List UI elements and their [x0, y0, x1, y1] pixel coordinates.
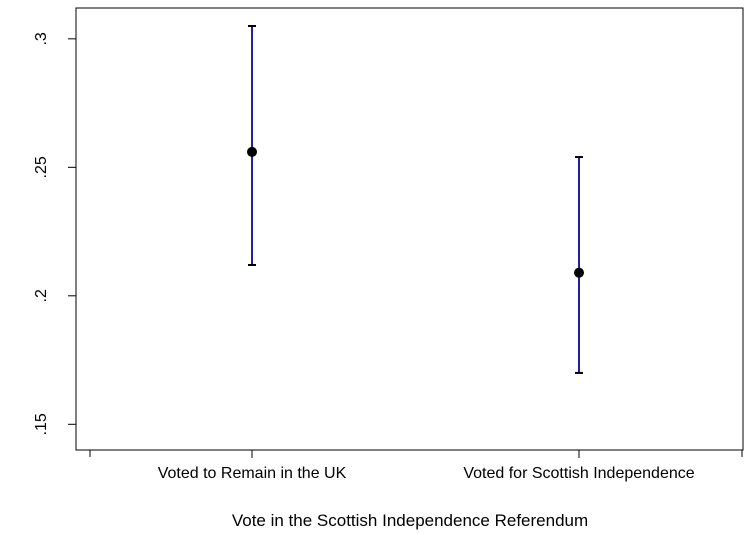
y-tick-label-4: .3: [33, 32, 50, 45]
errorbar-1: [247, 24, 257, 266]
plot-frame: [75, 7, 744, 451]
errorbar-2: [574, 156, 584, 374]
y-tick-label-2: .2: [33, 289, 50, 302]
x-axis-title: Vote in the Scottish Independence Refere…: [232, 511, 588, 530]
ticks: .15 .2 .25 .3 Voted to Remain in the UK Voted…: [33, 32, 695, 482]
x-tick-label-1: Voted to Remain in the UK: [158, 465, 347, 482]
y-tick-label-1: .15: [33, 413, 50, 435]
x-tick-label-2: Voted for Scottish Independence: [463, 465, 694, 482]
point-1: [247, 146, 257, 157]
axes: [75, 7, 744, 457]
marks: [247, 24, 584, 374]
y-tick-label-3: .25: [33, 156, 50, 178]
point-2: [574, 267, 584, 278]
